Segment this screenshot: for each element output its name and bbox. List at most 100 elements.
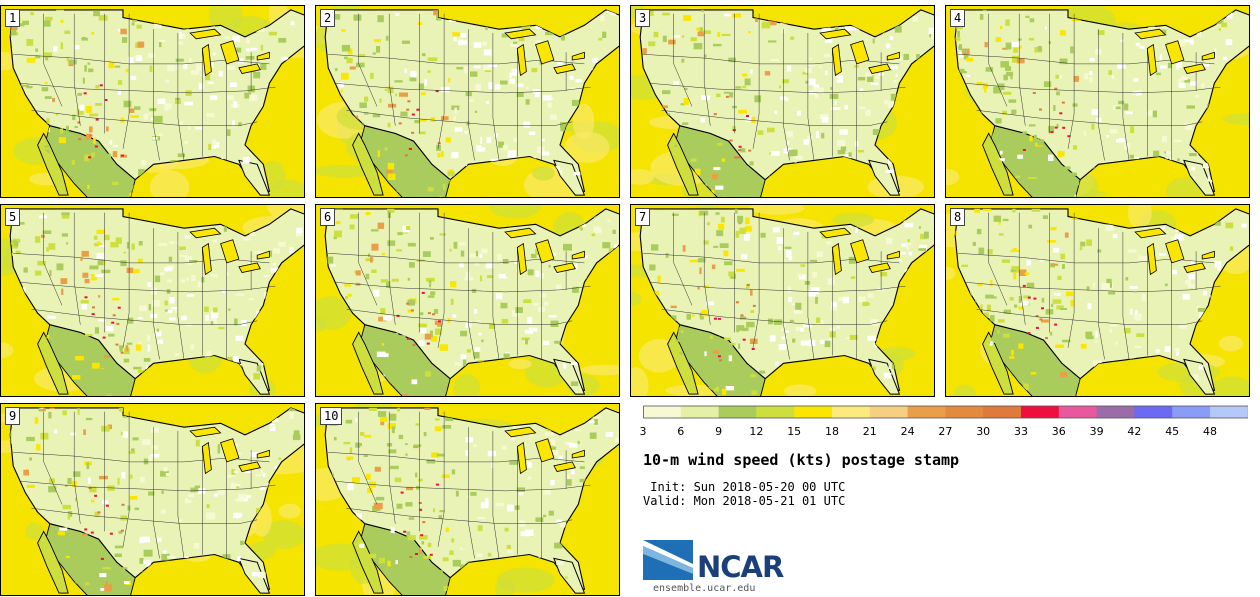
ocean-speed-blob [316, 296, 352, 330]
great-lake [238, 63, 261, 74]
wind-speed-map [631, 6, 934, 197]
colorbar-tick-label: 39 [1089, 425, 1104, 438]
colorbar-tick-label: 30 [976, 425, 991, 438]
state-border [661, 109, 888, 126]
state-border [19, 480, 276, 492]
colorbar-tick-label: 33 [1014, 425, 1028, 438]
great-lake [553, 262, 576, 273]
baja-landmass [667, 132, 699, 196]
ocean-speed-blob [1, 342, 14, 359]
state-border [807, 232, 815, 360]
colorbar-swatch [718, 406, 757, 418]
baja-landmass [37, 132, 69, 196]
state-border [1122, 232, 1130, 360]
colorbar-swatch [680, 406, 719, 418]
state-border [807, 33, 815, 161]
ocean-speed-blob [631, 367, 649, 396]
wind-speed-map [631, 205, 934, 396]
state-border [177, 232, 185, 360]
ensemble-member-panel: 9 [0, 403, 305, 596]
wind-speed-map [946, 6, 1249, 197]
colorbar-tick-label: 45 [1165, 425, 1180, 438]
great-lake [1165, 40, 1185, 65]
great-lake [819, 28, 852, 40]
ocean-speed-blob [748, 205, 805, 215]
state-border [177, 431, 185, 559]
ocean-speed-blob [532, 166, 555, 181]
state-border [492, 431, 500, 559]
state-border [752, 13, 760, 149]
great-lake [868, 63, 891, 74]
state-border [649, 281, 906, 293]
colorbar-tick-label: 9 [715, 425, 723, 438]
colorbar-tick-label: 21 [862, 425, 877, 438]
state-border [122, 212, 130, 348]
state-border [492, 232, 500, 360]
colorbar-swatch [1058, 406, 1097, 418]
florida-landmass [553, 557, 586, 594]
ocean-speed-blob [1208, 376, 1249, 396]
colorbar-swatch [794, 406, 833, 418]
great-lake [819, 227, 852, 239]
colorbar-swatch [1021, 406, 1060, 418]
great-lake [1134, 28, 1167, 40]
great-lake [1201, 250, 1215, 260]
state-border [388, 411, 396, 524]
site-url: ensemble.ucar.edu [653, 583, 756, 594]
great-lake [571, 250, 585, 260]
state-border [783, 29, 790, 161]
state-border [468, 228, 475, 360]
great-lake [201, 242, 212, 276]
great-lake [504, 426, 537, 438]
state-border [976, 109, 1203, 126]
init-time: Init: Sun 2018-05-20 00 UTC [643, 480, 846, 494]
great-lake [256, 51, 270, 61]
member-number-label: 3 [635, 9, 651, 27]
colorbar-swatch [1096, 406, 1135, 418]
great-lake [1201, 51, 1215, 61]
ocean-speed-blob [149, 170, 190, 197]
great-lake [1134, 227, 1167, 239]
chart-title: 10-m wind speed (kts) postage stamp [643, 451, 960, 469]
colorbar-tick-label: 15 [787, 425, 802, 438]
state-border [468, 29, 475, 161]
state-border [661, 308, 888, 325]
ocean-speed-blob [453, 373, 480, 396]
state-border [43, 411, 63, 505]
ocean-speed-blob [946, 168, 960, 186]
state-border [153, 29, 160, 161]
state-border [437, 212, 445, 348]
great-lake [238, 461, 261, 472]
great-lake [516, 43, 527, 77]
ocean-speed-blob [278, 503, 301, 519]
state-border [964, 281, 1221, 293]
ocean-speed-blob [564, 131, 610, 163]
great-lake [516, 441, 527, 475]
state-border [73, 13, 81, 126]
wind-speed-map [1, 6, 304, 197]
state-border [358, 411, 378, 505]
colorbar-tick-label: 3 [639, 425, 647, 438]
colorbar-swatch [1210, 406, 1248, 418]
colorbar-swatch [869, 406, 908, 418]
state-border [492, 33, 500, 161]
state-border [334, 281, 591, 293]
state-border [752, 212, 760, 348]
ocean-speed-blob [316, 164, 377, 178]
state-border [1122, 33, 1130, 161]
great-lake [1146, 43, 1157, 77]
ocean-speed-blob [489, 205, 541, 219]
state-border [976, 308, 1203, 325]
ensemble-member-panel: 3 [630, 5, 935, 198]
great-lake [256, 449, 270, 459]
ocean-speed-blob [1218, 335, 1243, 352]
ocean-speed-blob [1128, 205, 1152, 230]
wind-speed-map [946, 205, 1249, 396]
wind-speed-map [316, 205, 619, 396]
colorbar-swatch [1134, 406, 1173, 418]
great-lake [571, 449, 585, 459]
great-lake [201, 43, 212, 77]
baja-landmass [982, 132, 1014, 196]
ensemble-member-panel: 8 [945, 204, 1250, 397]
member-number-label: 2 [320, 9, 336, 27]
